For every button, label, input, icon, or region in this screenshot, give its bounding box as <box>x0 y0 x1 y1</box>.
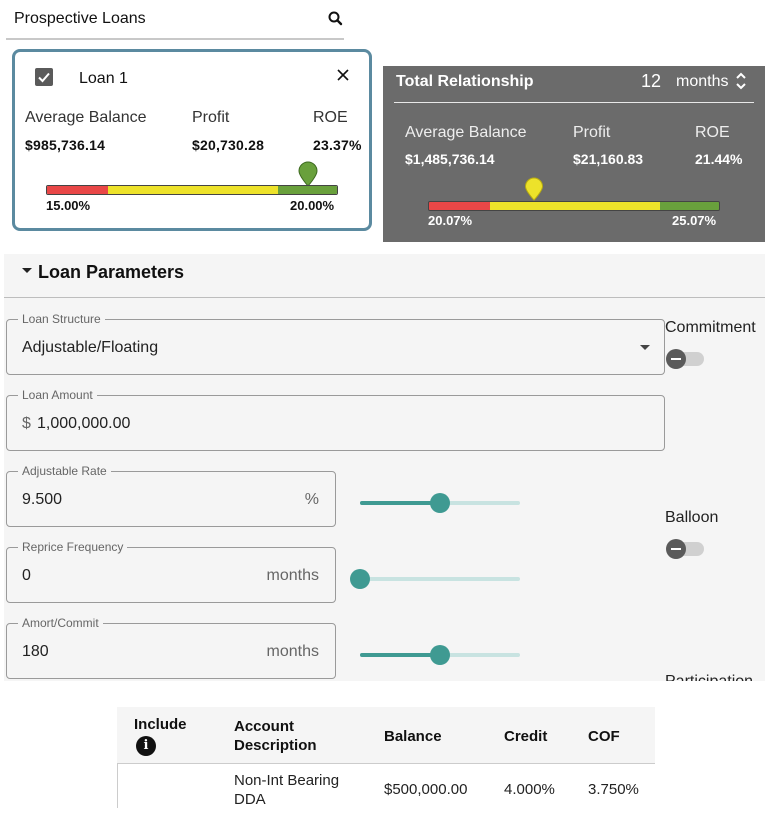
total-gauge-green-segment <box>660 202 719 210</box>
total-roe-marker-icon <box>524 177 544 201</box>
loan-name: Loan 1 <box>79 70 128 87</box>
loan-gauge-low-label: 15.00% <box>46 198 91 213</box>
loan-amount-value: 1,000,000.00 <box>37 415 131 432</box>
table-row[interactable]: Non-Int Bearing DDA $500,000.00 4.000% 3… <box>117 764 655 808</box>
adjustable-rate-value: 9.500 <box>22 491 63 508</box>
total-profit-value: $21,160.83 <box>573 151 644 167</box>
currency-prefix: $ <box>22 415 31 432</box>
balloon-toggle[interactable] <box>666 539 704 559</box>
credit-cell: 4.000% <box>504 781 555 798</box>
amort-commit-label: Amort/Commit <box>18 616 103 630</box>
toggle-off-icon[interactable] <box>666 539 686 559</box>
loan-roe-gauge <box>46 185 338 195</box>
balance-cell: $500,000.00 <box>384 781 468 798</box>
prospective-loans-title: Prospective Loans <box>14 10 146 27</box>
loan-structure-label: Loan Structure <box>18 312 105 326</box>
participation-label: Participation <box>665 673 753 681</box>
accounts-table-header: Include i Account Description Balance Cr… <box>117 707 655 764</box>
loan-avg-balance-value: $985,736.14 <box>25 137 106 153</box>
adjustable-rate-label: Adjustable Rate <box>18 464 111 478</box>
table-edge <box>117 764 118 808</box>
total-roe-value: 21.44% <box>695 151 743 167</box>
account-desc-line2: DDA <box>234 791 266 808</box>
balance-header: Balance <box>384 728 442 745</box>
total-gauge-high-label: 25.07% <box>672 213 717 228</box>
total-relationship-panel: Total Relationship 12 months Average Bal… <box>383 66 765 242</box>
total-gauge-yellow-segment <box>490 202 660 210</box>
gauge-yellow-segment <box>108 186 278 194</box>
months-label[interactable]: months <box>676 73 729 90</box>
amort-commit-value: 180 <box>22 643 49 660</box>
reprice-frequency-label: Reprice Frequency <box>18 540 128 554</box>
loan-profit-label: Profit <box>192 109 230 126</box>
check-icon <box>38 72 50 83</box>
percent-suffix: % <box>304 491 319 508</box>
prospective-loans-header: Prospective Loans <box>6 0 344 40</box>
loan-amount-field[interactable]: Loan Amount $ 1,000,000.00 <box>6 388 665 451</box>
toggle-off-icon[interactable] <box>666 349 686 369</box>
months-suffix: months <box>266 567 319 584</box>
roe-marker-icon <box>298 161 318 187</box>
loan-avg-balance-label: Average Balance <box>25 109 147 126</box>
adjustable-rate-slider[interactable] <box>360 493 520 513</box>
cof-header: COF <box>588 728 620 745</box>
slider-fill <box>360 653 440 657</box>
include-header: Include <box>134 716 187 733</box>
total-gauge-red-segment <box>429 202 490 210</box>
dropdown-arrow-icon[interactable] <box>640 345 650 350</box>
total-profit-label: Profit <box>573 124 611 141</box>
section-divider <box>4 297 765 298</box>
amort-commit-field[interactable]: Amort/Commit 180 months <box>6 616 336 679</box>
total-divider <box>394 102 754 103</box>
total-roe-label: ROE <box>695 124 730 141</box>
commitment-toggle[interactable] <box>666 349 704 369</box>
unfold-icon[interactable] <box>735 70 747 92</box>
balloon-label: Balloon <box>665 509 719 526</box>
info-icon[interactable]: i <box>136 736 156 756</box>
loan-profit-value: $20,730.28 <box>192 137 265 153</box>
total-relationship-title: Total Relationship <box>396 73 534 90</box>
amort-commit-slider[interactable] <box>360 645 520 665</box>
gauge-red-segment <box>47 186 108 194</box>
commitment-label: Commitment <box>665 319 756 336</box>
adjustable-rate-field[interactable]: Adjustable Rate 9.500 % <box>6 464 336 527</box>
loan-gauge-high-label: 20.00% <box>290 198 335 213</box>
credit-header: Credit <box>504 728 548 745</box>
slider-thumb[interactable] <box>350 569 370 589</box>
search-icon[interactable] <box>326 9 346 29</box>
months-suffix: months <box>266 643 319 660</box>
total-gauge-low-label: 20.07% <box>428 213 473 228</box>
loan-amount-label: Loan Amount <box>18 388 97 402</box>
loan-structure-value: Adjustable/Floating <box>22 339 159 356</box>
loan-roe-value: 23.37% <box>313 137 362 153</box>
collapse-caret-icon[interactable] <box>22 268 32 273</box>
total-roe-gauge <box>428 201 720 211</box>
account-desc-line1: Non-Int Bearing <box>234 772 340 789</box>
loan-card[interactable]: Loan 1 Average Balance Profit ROE $985,7… <box>12 49 372 231</box>
reprice-frequency-slider[interactable] <box>350 569 520 589</box>
loan-structure-select[interactable]: Loan Structure Adjustable/Floating <box>6 312 665 375</box>
close-icon[interactable] <box>335 67 351 83</box>
slider-thumb[interactable] <box>430 645 450 665</box>
loan-parameters-section: Loan Parameters Loan Structure Adjustabl… <box>4 254 765 681</box>
cof-cell: 3.750% <box>588 781 639 798</box>
slider-thumb[interactable] <box>430 493 450 513</box>
loan-parameters-title[interactable]: Loan Parameters <box>38 262 185 282</box>
total-avg-balance-value: $1,485,736.14 <box>405 151 495 167</box>
loan-roe-label: ROE <box>313 109 348 126</box>
months-value[interactable]: 12 <box>641 71 662 91</box>
total-avg-balance-label: Average Balance <box>405 124 527 141</box>
reprice-frequency-value: 0 <box>22 567 31 584</box>
gauge-green-segment <box>278 186 337 194</box>
loan-select-checkbox[interactable] <box>35 68 53 86</box>
slider-fill <box>360 501 440 505</box>
reprice-frequency-field[interactable]: Reprice Frequency 0 months <box>6 540 336 603</box>
account-header-line2: Description <box>234 737 317 754</box>
account-header-line1: Account <box>234 718 294 735</box>
